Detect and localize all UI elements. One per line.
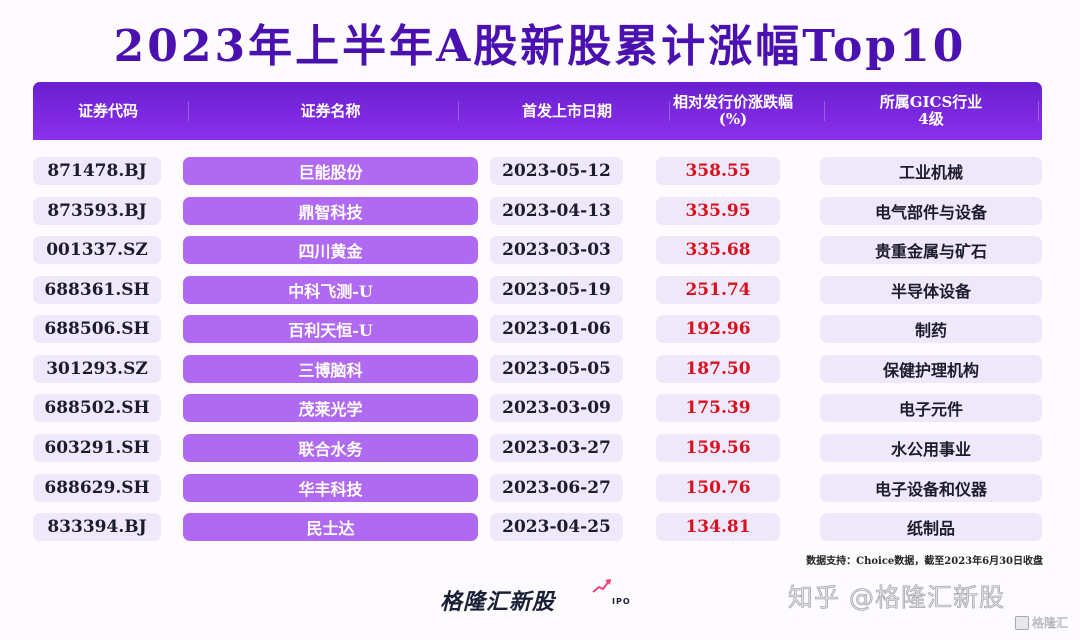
cell-name: 巨能股份: [183, 157, 478, 185]
header-label: 证券名称: [300, 101, 361, 120]
cell-industry: 工业机械: [820, 157, 1042, 185]
header-label: 证券代码: [77, 101, 138, 120]
cell-industry: 保健护理机构: [820, 355, 1042, 383]
cell-date: 2023-03-03: [490, 236, 623, 264]
header-label: 相对发行价涨跌幅: [672, 93, 793, 111]
cell-change: 134.81: [656, 513, 780, 541]
cell-change: 175.39: [656, 394, 780, 422]
table-header: 证券代码 证券名称 首发上市日期 相对发行价涨跌幅 (%) 所属GICS行业 4…: [33, 82, 1042, 140]
table-row: 001337.SZ 四川黄金 2023-03-03 335.68 贵重金属与矿石: [0, 236, 1080, 264]
gelonghui-watermark-text: 格隆汇: [1031, 616, 1068, 630]
cell-date: 2023-05-12: [490, 157, 623, 185]
cell-code: 688506.SH: [33, 315, 161, 343]
cell-change: 159.56: [656, 434, 780, 462]
cell-name: 中科飞测-U: [183, 276, 478, 304]
brand-name: 格隆汇新股: [440, 590, 556, 615]
cell-name: 鼎智科技: [183, 197, 478, 225]
cell-name: 华丰科技: [183, 474, 478, 502]
cell-industry: 电子设备和仪器: [820, 474, 1042, 502]
cell-name: 百利天恒-U: [183, 315, 478, 343]
table-row: 871478.BJ 巨能股份 2023-05-12 358.55 工业机械: [0, 157, 1080, 185]
zhihu-watermark: 知乎 @格隆汇新股: [788, 583, 1005, 613]
cell-industry: 半导体设备: [820, 276, 1042, 304]
header-name: 证券名称: [183, 82, 478, 140]
cell-industry: 水公用事业: [820, 434, 1042, 462]
cell-date: 2023-04-25: [490, 513, 623, 541]
cell-date: 2023-05-05: [490, 355, 623, 383]
cell-change: 192.96: [656, 315, 780, 343]
cell-code: 603291.SH: [33, 434, 161, 462]
cell-change: 335.95: [656, 197, 780, 225]
data-source-note: 数据支持：Choice数据，截至2023年6月30日收盘: [806, 556, 1043, 567]
table-row: 833394.BJ 民士达 2023-04-25 134.81 纸制品: [0, 513, 1080, 541]
cell-change: 335.68: [656, 236, 780, 264]
table-row: 873593.BJ 鼎智科技 2023-04-13 335.95 电气部件与设备: [0, 197, 1080, 225]
cell-industry: 电气部件与设备: [820, 197, 1042, 225]
cell-date: 2023-03-09: [490, 394, 623, 422]
cell-date: 2023-03-27: [490, 434, 623, 462]
header-change: 相对发行价涨跌幅 (%): [633, 82, 833, 140]
header-label: 所属GICS行业: [879, 93, 983, 111]
cell-industry: 电子元件: [820, 394, 1042, 422]
cell-code: 871478.BJ: [33, 157, 161, 185]
cell-name: 茂莱光学: [183, 394, 478, 422]
header-divider: [188, 101, 189, 121]
header-label: 首发上市日期: [521, 101, 612, 120]
cell-name: 联合水务: [183, 434, 478, 462]
cell-name: 三博脑科: [183, 355, 478, 383]
gelonghui-logo-icon: [1014, 615, 1029, 630]
cell-industry: 纸制品: [820, 513, 1042, 541]
cell-date: 2023-01-06: [490, 315, 623, 343]
cell-change: 358.55: [656, 157, 780, 185]
page-title: 2023年上半年A股新股累计涨幅Top10: [113, 21, 967, 72]
brand-suffix: IPO: [612, 597, 631, 606]
cell-code: 833394.BJ: [33, 513, 161, 541]
cell-name: 民士达: [183, 513, 478, 541]
header-industry: 所属GICS行业 4级: [820, 82, 1042, 140]
table-row: 688361.SH 中科飞测-U 2023-05-19 251.74 半导体设备: [0, 276, 1080, 304]
table-row: 603291.SH 联合水务 2023-03-27 159.56 水公用事业: [0, 434, 1080, 462]
cell-change: 150.76: [656, 474, 780, 502]
header-divider: [458, 101, 459, 121]
trend-up-arrow-icon: [592, 579, 611, 593]
cell-code: 001337.SZ: [33, 236, 161, 264]
brand-logo: 格隆汇新股 IPO: [440, 579, 630, 616]
header-code: 证券代码: [33, 82, 183, 140]
header-divider: [824, 101, 825, 121]
gelonghui-watermark: 格隆汇: [1014, 614, 1068, 631]
cell-industry: 制药: [820, 315, 1042, 343]
table-row: 301293.SZ 三博脑科 2023-05-05 187.50 保健护理机构: [0, 355, 1080, 383]
header-divider: [1038, 101, 1039, 121]
cell-date: 2023-05-19: [490, 276, 623, 304]
header-label-unit: (%): [718, 110, 748, 128]
table-row: 688506.SH 百利天恒-U 2023-01-06 192.96 制药: [0, 315, 1080, 343]
header-divider: [669, 101, 670, 121]
cell-name: 四川黄金: [183, 236, 478, 264]
cell-date: 2023-04-13: [490, 197, 623, 225]
cell-code: 873593.BJ: [33, 197, 161, 225]
header-label-level: 4级: [918, 110, 944, 128]
cell-code: 688502.SH: [33, 394, 161, 422]
cell-date: 2023-06-27: [490, 474, 623, 502]
cell-change: 187.50: [656, 355, 780, 383]
cell-code: 688629.SH: [33, 474, 161, 502]
table-row: 688502.SH 茂莱光学 2023-03-09 175.39 电子元件: [0, 394, 1080, 422]
header-date: 首发上市日期: [478, 82, 656, 140]
cell-code: 301293.SZ: [33, 355, 161, 383]
cell-industry: 贵重金属与矿石: [820, 236, 1042, 264]
cell-code: 688361.SH: [33, 276, 161, 304]
table-row: 688629.SH 华丰科技 2023-06-27 150.76 电子设备和仪器: [0, 474, 1080, 502]
cell-change: 251.74: [656, 276, 780, 304]
